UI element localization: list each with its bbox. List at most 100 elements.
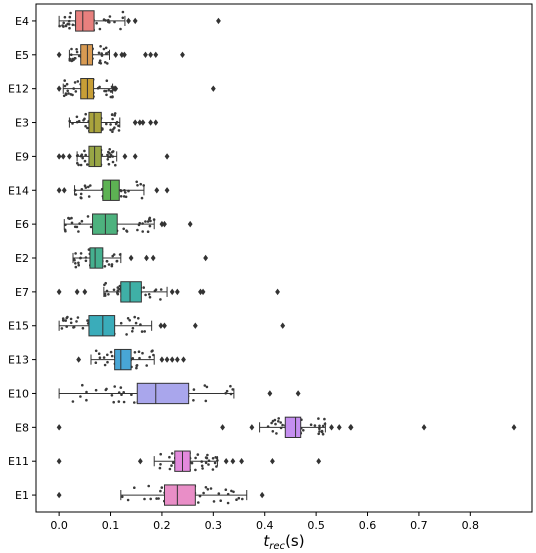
outlier-point [132,17,138,25]
swarm-point [281,423,284,427]
outlier-point [61,187,67,194]
swarm-point [203,384,207,387]
swarm-point [74,90,78,93]
outlier-point [56,85,62,92]
swarm-point [135,366,138,370]
swarm-point [149,497,152,501]
box [80,44,94,66]
swarm-point [64,24,68,28]
outlier-point [203,254,209,262]
outlier-point [113,51,119,58]
swarm-point [124,195,128,199]
swarm-point [86,215,90,218]
swarm-point [201,467,204,470]
swarm-point [81,156,84,160]
outlier-point [239,458,244,465]
swarm-point [135,364,138,368]
swarm-point [68,217,71,220]
swarm-point [83,149,86,153]
outlier-point [336,424,342,431]
swarm-point [84,259,88,263]
swarm-point [318,430,321,433]
y-tick-label: E4 [15,15,29,28]
outlier-point [56,153,62,160]
swarm-point [62,25,65,28]
outlier-point [119,51,125,58]
swarm-point [159,288,163,291]
swarm-point [102,47,106,51]
swarm-point [84,186,88,189]
swarm-point [206,453,209,457]
swarm-point [119,195,123,198]
swarm-point [140,196,144,200]
swarm-point [75,320,78,323]
x-tick-label: 0.3 [205,519,223,532]
outlier-point [249,424,255,431]
swarm-point [270,421,273,425]
swarm-point [62,94,66,98]
swarm-point [133,315,136,319]
swarm-point [126,317,130,320]
swarm-point [81,326,85,330]
swarm-point [302,429,305,432]
outlier-point [159,220,165,228]
swarm-point [113,126,116,129]
swarm-point [321,424,325,428]
outlier-point [132,119,138,126]
outlier-point [122,153,128,160]
swarm-point [190,461,194,465]
swarm-point [147,293,151,296]
outlier-point [421,424,427,431]
swarm-point [119,386,123,389]
swarm-point [102,356,106,359]
swarm-point [64,319,67,322]
swarm-point [105,79,109,82]
outlier-point [76,356,82,363]
swarm-point [309,423,313,427]
swarm-point [141,230,144,233]
swarm-point [62,319,65,322]
swarm-point [107,162,111,166]
outlier-point [180,51,185,58]
swarm-point [125,333,128,336]
box [120,281,142,303]
swarm-point [321,432,325,436]
x-tick-label: 0.2 [153,519,171,532]
outlier-point [60,153,66,160]
outlier-point [56,458,62,465]
swarm-point [95,21,98,25]
swarm-point [108,148,111,151]
swarm-point [84,112,87,116]
swarm-point [122,227,125,231]
swarm-point [69,11,72,15]
outlier-point [295,390,301,397]
swarm-point [70,216,73,220]
outlier-point [223,458,229,465]
swarm-point [87,185,90,189]
swarm-point [102,18,106,21]
swarm-point [71,23,75,27]
swarm-point [119,27,122,31]
swarm-point [81,383,84,387]
swarm-point [111,254,114,258]
swarm-point [66,89,69,93]
swarm-point [149,219,152,223]
swarm-point [142,286,145,289]
swarm-point [103,283,106,287]
swarm-point [109,123,112,126]
swarm-point [204,399,208,403]
swarm-point [94,388,98,392]
swarm-point [274,422,277,426]
swarm-point [116,286,120,289]
swarm-point [135,180,138,184]
swarm-point [97,352,101,356]
swarm-point [114,163,117,167]
swarm-point [128,319,131,322]
swarm-point [113,112,117,115]
y-tick-label: E8 [15,421,29,434]
box [102,179,120,201]
outlier-point [164,153,170,160]
swarm-point [106,353,109,357]
swarm-point [229,384,232,388]
swarm-point [275,432,278,435]
